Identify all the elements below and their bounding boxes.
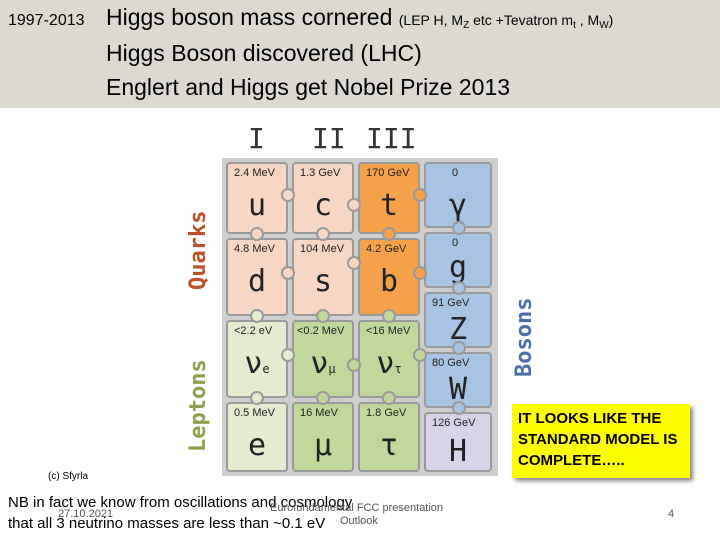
neutrino-note-line-1: NB in fact we know from oscillations and… [8, 494, 353, 511]
particle-bottom-quark: 4.2 GeV b [358, 238, 420, 316]
image-credit: (c) Sfyrla [48, 471, 88, 482]
particle-up-quark: 2.4 MeV u [226, 162, 288, 234]
footer-date: 27.10.2021 [58, 508, 114, 520]
particle-down-quark: 4.8 MeV d [226, 238, 288, 316]
particle-higgs-boson: 126 GeV H [424, 412, 492, 472]
title-line-1: Higgs boson mass cornered (LEP H, MZ etc… [106, 4, 613, 31]
puzzle-knob [382, 391, 396, 405]
generation-2-label: II [312, 122, 346, 155]
puzzle-knob [316, 309, 330, 323]
puzzle-knob [347, 256, 361, 270]
puzzle-knob [452, 341, 466, 355]
title-banner: 1997-2013 Higgs boson mass cornered (LEP… [0, 0, 720, 108]
puzzle-knob [316, 391, 330, 405]
puzzle-knob [452, 281, 466, 295]
puzzle-knob [413, 188, 427, 202]
quarks-label: Quarks [186, 210, 211, 290]
particle-w-boson: 80 GeV W [424, 352, 492, 408]
footer-title: Eurofundamental FCC presentation [270, 502, 444, 514]
particle-electron: 0.5 MeV e [226, 402, 288, 472]
particle-muon: 16 MeV μ [292, 402, 354, 472]
puzzle-knob [281, 188, 295, 202]
generation-3-label: III [366, 122, 417, 155]
particle-charm-quark: 1.3 GeV c [292, 162, 354, 234]
particle-z-boson: 91 GeV Z [424, 292, 492, 348]
puzzle-knob [452, 221, 466, 235]
puzzle-knob [250, 391, 264, 405]
particle-electron-neutrino: <2.2 eV νe [226, 320, 288, 398]
puzzle-knob [250, 227, 264, 241]
particle-strange-quark: 104 MeV s [292, 238, 354, 316]
puzzle-knob [452, 401, 466, 415]
bosons-label: Bosons [512, 297, 537, 377]
footer-subtitle: Outlook [340, 515, 378, 527]
particle-top-quark: 170 GeV t [358, 162, 420, 234]
particle-muon-neutrino: <0.2 MeV νμ [292, 320, 354, 398]
puzzle-knob [347, 198, 361, 212]
particle-tau: 1.8 GeV τ [358, 402, 420, 472]
puzzle-knob [250, 309, 264, 323]
neutrino-note-line-2: that all 3 neutrino masses are less than… [8, 515, 326, 532]
puzzle-knob [413, 266, 427, 280]
puzzle-knob [413, 348, 427, 362]
puzzle-knob [281, 348, 295, 362]
puzzle-knob [382, 227, 396, 241]
title-line-1-detail: (LEP H, MZ etc +Tevatron mt , MW) [398, 12, 614, 31]
leptons-label: Leptons [186, 359, 211, 452]
puzzle-knob [382, 309, 396, 323]
page-number: 4 [668, 508, 675, 520]
complete-callout: IT LOOKS LIKE THE STANDARD MODEL IS COMP… [512, 404, 690, 478]
puzzle-knob [347, 358, 361, 372]
puzzle-knob [281, 266, 295, 280]
particle-tau-neutrino: <16 MeV ντ [358, 320, 420, 398]
generation-1-label: I [248, 122, 265, 155]
title-line-3: Englert and Higgs get Nobel Prize 2013 [106, 74, 511, 100]
puzzle-knob [316, 227, 330, 241]
title-line-2: Higgs Boson discovered (LHC) [106, 40, 422, 66]
title-line-1-main: Higgs boson mass cornered [106, 4, 393, 30]
year-range: 1997-2013 [8, 12, 85, 29]
